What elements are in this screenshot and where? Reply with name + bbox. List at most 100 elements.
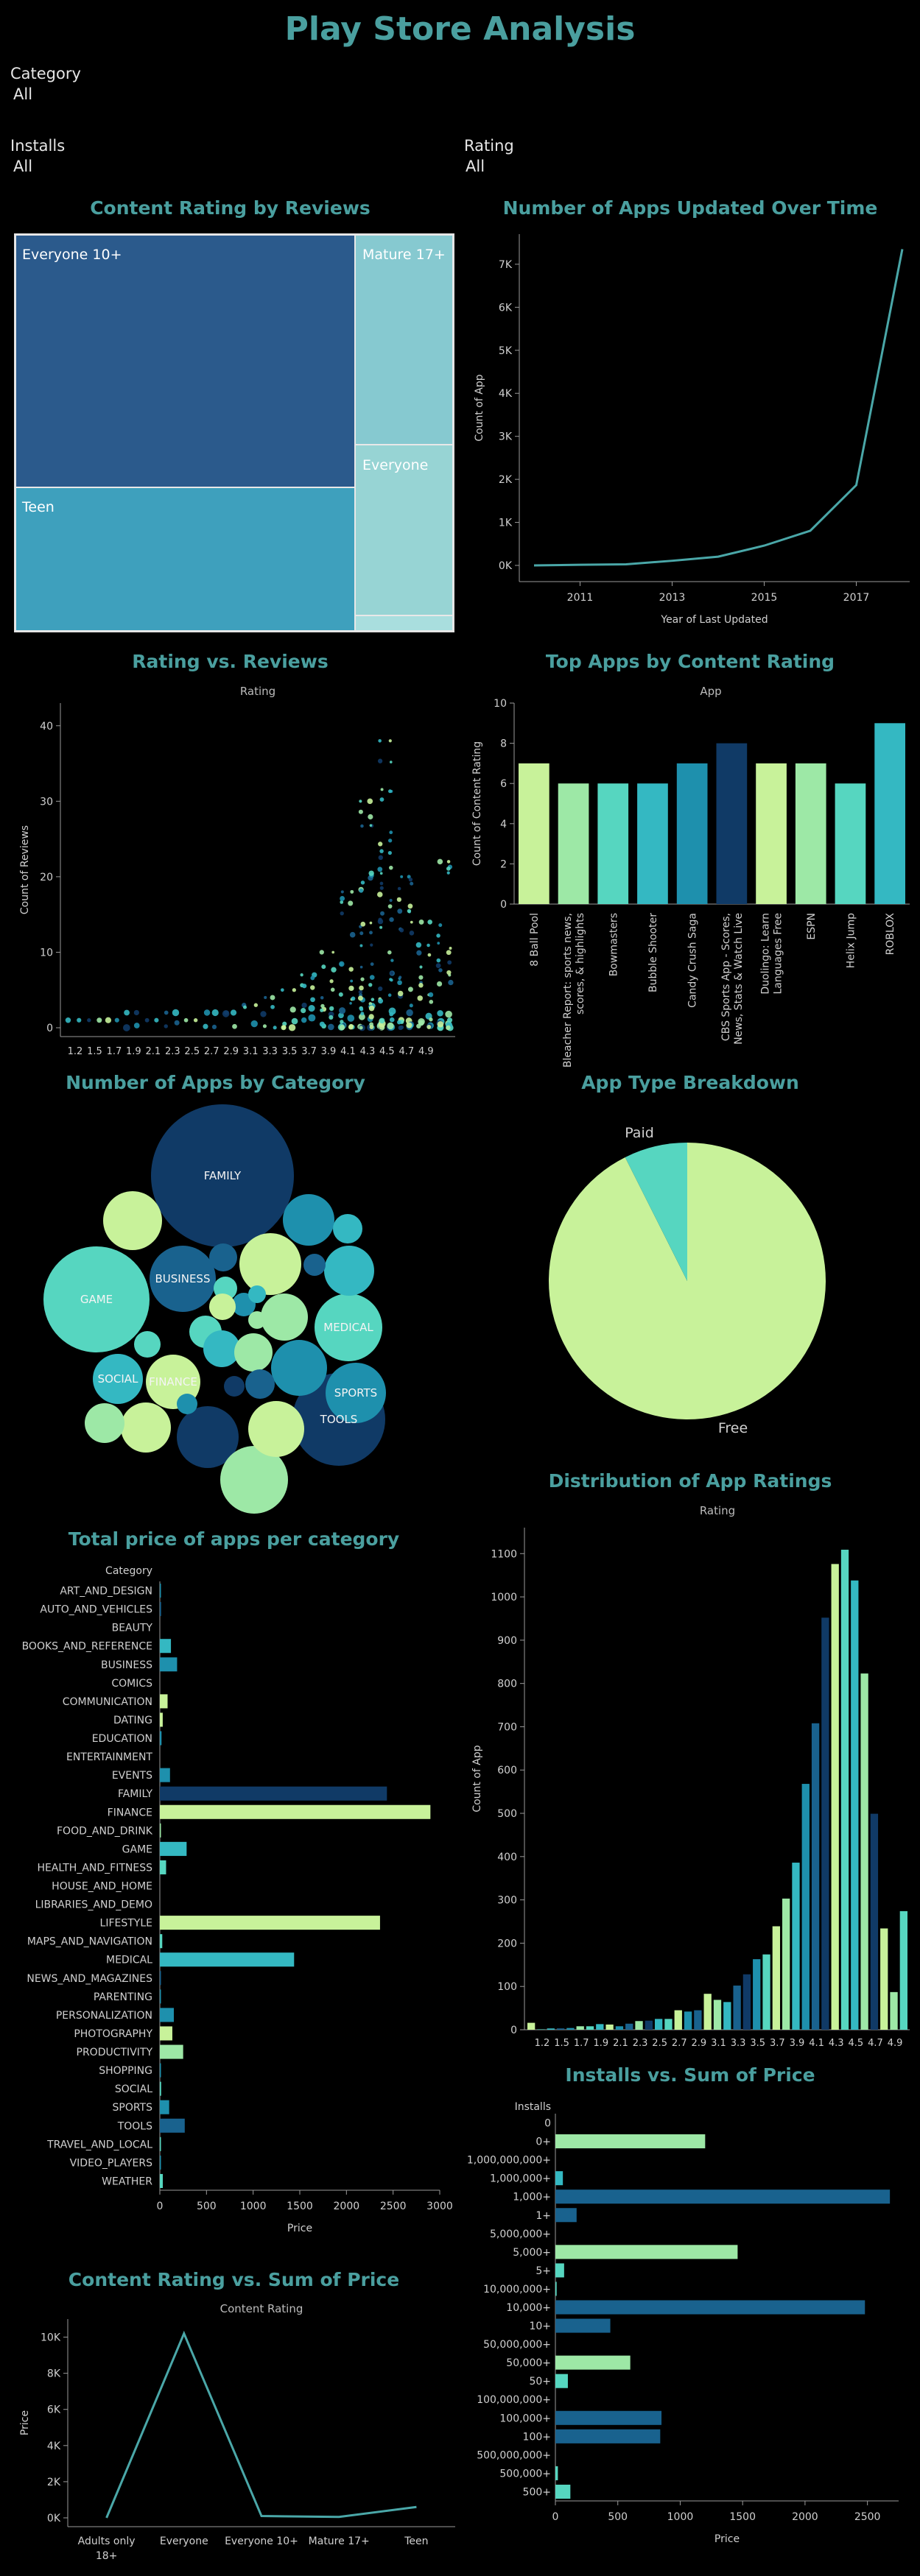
bubble-label: FINANCE (149, 1375, 197, 1388)
y-tick-label: 700 (497, 1721, 517, 1733)
category-label: SPORTS (113, 2102, 153, 2114)
updated-title: Number of Apps Updated Over Time (502, 197, 878, 219)
x-tick-label: 2500 (854, 2511, 881, 2523)
category-label: PARENTING (94, 1991, 152, 2003)
scatter-point (446, 1025, 451, 1030)
bar (801, 1784, 810, 2030)
scatter-point (357, 995, 363, 1001)
bar (772, 1926, 780, 2030)
bar (840, 1549, 849, 2030)
installs-label: 0+ (536, 2136, 551, 2148)
x-tick-label: 2015 (751, 592, 778, 604)
y-tick-label: 10 (40, 947, 53, 959)
y-tick-label: 1100 (491, 1548, 517, 1560)
scatter-point (253, 1003, 259, 1007)
scatter-point (389, 1012, 394, 1017)
scatter-point (348, 1024, 354, 1030)
scatter-point (133, 1009, 139, 1016)
scatter-point (390, 971, 394, 975)
bar (899, 1910, 907, 2030)
category-label: GAME (122, 1843, 152, 1855)
filter-installs-value[interactable]: All (13, 158, 33, 175)
x-tick-label: 1.9 (126, 1046, 141, 1057)
scatter-point (407, 903, 413, 909)
x-tick-label: 2.7 (204, 1046, 220, 1057)
y-tick-label: 2K (47, 2477, 61, 2488)
installs-header: Installs (515, 2101, 551, 2113)
installs-label: 1,000,000+ (490, 2173, 551, 2185)
bar (792, 1863, 800, 2030)
y-tick-label: 300 (497, 1895, 517, 1907)
scatter-point (350, 979, 354, 983)
scatter-point (359, 931, 364, 936)
bar (160, 1841, 187, 1856)
scatter-point (435, 963, 441, 968)
top-apps-subtitle: App (700, 685, 722, 698)
installs-label: 1,000+ (513, 2192, 551, 2203)
category-bubble (248, 1311, 266, 1329)
scatter-point (389, 917, 394, 922)
category-bubble (261, 1294, 308, 1341)
category-label: COMMUNICATION (63, 1696, 152, 1708)
scatter-point (445, 1010, 452, 1018)
bar (576, 2026, 584, 2030)
scatter-point (320, 1003, 325, 1009)
scatter-point (359, 1026, 363, 1030)
x-tick-label: 500 (608, 2511, 628, 2523)
x-tick-label: 2000 (792, 2511, 818, 2523)
scatter-point (368, 1002, 373, 1006)
scatter-point (418, 919, 424, 925)
scatter-point (419, 965, 423, 969)
filter-rating-value[interactable]: All (466, 158, 485, 175)
x-tick-label: News, Stats & Watch Live (733, 913, 745, 1045)
scatter-point (410, 881, 414, 886)
x-tick-label: 4.3 (829, 2038, 844, 2049)
scatter-point (389, 1017, 395, 1023)
filter-category-label: Category (10, 65, 81, 82)
scatter-point (407, 987, 413, 992)
bar (742, 1974, 751, 2030)
bar (519, 763, 549, 904)
category-bubble (150, 1246, 216, 1312)
scatter-point (222, 1010, 230, 1017)
x-axis-label: Year of Last Updated (660, 614, 768, 626)
bar (566, 2028, 575, 2030)
scatter-point (416, 950, 422, 956)
x-axis-label: Price (287, 2223, 312, 2234)
scatter-point (397, 1020, 401, 1025)
scatter-point (211, 1024, 217, 1029)
scatter-point (280, 988, 284, 992)
scatter-point (144, 1017, 150, 1023)
scatter-point (447, 960, 452, 965)
scatter-point (418, 982, 424, 988)
scatter-point (302, 984, 307, 989)
scatter-point (349, 1001, 352, 1005)
scatter-point (349, 931, 356, 938)
filter-category-value[interactable]: All (13, 85, 33, 103)
bar (160, 1584, 161, 1598)
category-label: FAMILY (118, 1788, 152, 1800)
scatter-point (378, 917, 382, 922)
x-tick-label: 2.9 (223, 1046, 239, 1057)
scatter-point (388, 739, 392, 743)
scatter-point (339, 961, 345, 967)
scatter-point (389, 865, 393, 870)
scatter-point (338, 992, 343, 997)
scatter-point (400, 875, 404, 878)
category-bubble (271, 1340, 327, 1396)
scatter-point (397, 990, 404, 997)
scatter-point (319, 950, 324, 955)
scatter-point (329, 1014, 334, 1020)
category-label: SHOPPING (99, 2065, 152, 2077)
scatter-point (114, 1017, 119, 1023)
y-tick-label: 2 (500, 858, 507, 870)
scatter-point (369, 975, 375, 980)
x-tick-label: Bubble Shooter (647, 913, 659, 992)
scatter-point (369, 921, 373, 925)
bar (555, 2208, 577, 2223)
category-bubble (224, 1376, 245, 1397)
bar (605, 2024, 614, 2030)
scatter-point (359, 944, 363, 948)
